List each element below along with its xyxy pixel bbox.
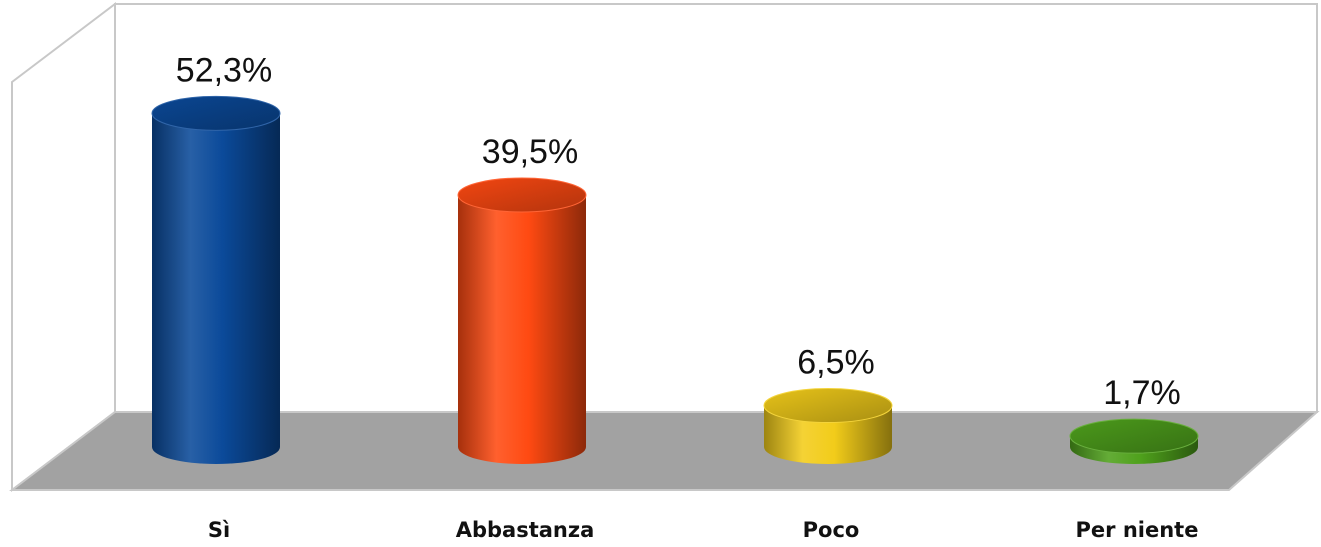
bar-poco xyxy=(763,388,893,464)
bar-top-poco xyxy=(763,388,893,424)
bar-abbastanza xyxy=(457,177,587,465)
value-label-poco: 6,5% xyxy=(797,344,875,382)
value-labels-group: 52,3% 39,5% 6,5% 1,7% xyxy=(176,51,1181,412)
value-label-s-: 52,3% xyxy=(176,51,272,89)
category-label-poco: Poco xyxy=(803,518,860,542)
chart-walls xyxy=(9,1,1320,493)
floor xyxy=(9,411,1320,491)
bar-top-abbastanza xyxy=(457,177,587,213)
bar-body-s- xyxy=(152,113,280,465)
bar-body-abbastanza xyxy=(458,194,586,465)
back-wall xyxy=(114,3,1318,413)
side-wall xyxy=(11,1,116,493)
value-label-per-niente: 1,7% xyxy=(1103,374,1181,412)
bar-top-s- xyxy=(151,95,281,131)
bar-top-per-niente xyxy=(1069,418,1199,454)
category-label-s-: Sì xyxy=(208,518,230,542)
bar-s- xyxy=(151,95,281,465)
category-label-per-niente: Per niente xyxy=(1076,518,1199,542)
bars-group xyxy=(151,95,1199,465)
bar-per-niente xyxy=(1069,418,1199,464)
category-labels-group: Sì Abbastanza Poco Per niente xyxy=(208,518,1199,542)
value-label-abbastanza: 39,5% xyxy=(482,133,578,171)
category-label-abbastanza: Abbastanza xyxy=(456,518,595,542)
